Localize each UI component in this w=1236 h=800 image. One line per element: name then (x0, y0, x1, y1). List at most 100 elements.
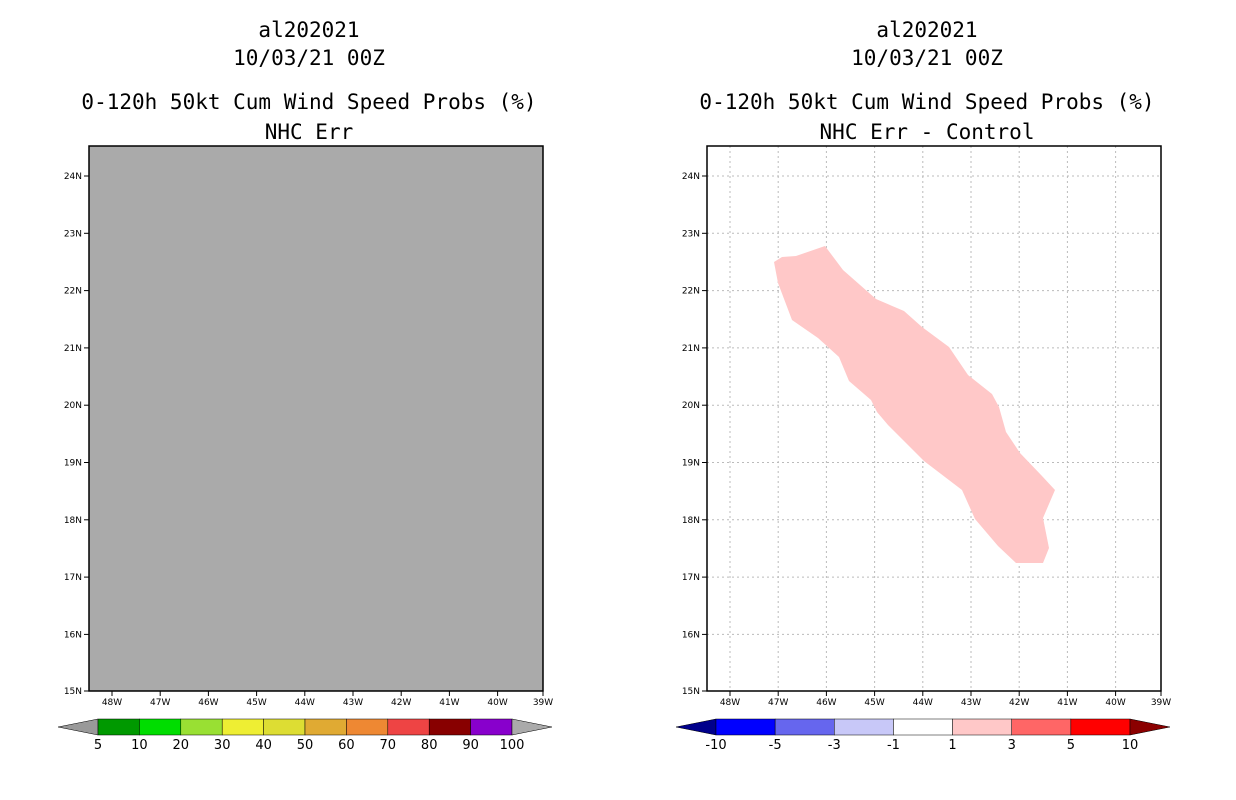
lat-label: 18N (64, 516, 82, 526)
lat-label: 23N (64, 229, 82, 239)
right-product-title: 0-120h 50kt Cum Wind Speed Probs (%) (699, 90, 1155, 114)
right-axes: 24N 23N 22N 21N 20N 19N 18N 17N 16N 15N 48W 47W 46W 4… (682, 172, 1171, 708)
lat-label: 20N (64, 401, 82, 411)
lon-label: 44W (295, 698, 315, 708)
colorbar-label: -3 (828, 738, 841, 753)
left-storm-id: al202021 (258, 18, 360, 42)
colorbar-label: 100 (500, 738, 525, 753)
colorbar-label: 20 (173, 738, 190, 753)
colorbar-segment (263, 718, 306, 736)
lon-label: 41W (439, 698, 459, 708)
lon-label: 39W (533, 698, 553, 708)
right-storm-id: al202021 (876, 18, 978, 42)
colorbar-label: -1 (887, 738, 900, 753)
colorbar-label: 90 (462, 738, 479, 753)
colorbar-segment (774, 718, 835, 736)
colorbar-over-triangle (511, 718, 553, 736)
lat-label: 20N (682, 401, 700, 411)
colorbar-label: 80 (421, 738, 438, 753)
colorbar-segment (346, 718, 389, 736)
lat-label: 24N (64, 172, 82, 182)
right-colorbar: -10 -5 -3 -1 1 3 5 10 (675, 718, 1171, 753)
lat-label: 17N (64, 573, 82, 583)
left-datetime: 10/03/21 00Z (233, 46, 385, 70)
lon-label: 43W (343, 698, 363, 708)
lon-label: 40W (487, 698, 507, 708)
colorbar-segment (304, 718, 347, 736)
lat-label: 19N (64, 459, 82, 469)
colorbar-segment (834, 718, 894, 736)
lat-label: 21N (64, 344, 82, 354)
colorbar-segment (139, 718, 182, 736)
colorbar-under-triangle (57, 718, 99, 736)
colorbar-label: 30 (214, 738, 231, 753)
map-frame (706, 145, 1162, 692)
lon-label: 48W (102, 698, 122, 708)
lat-label: 24N (682, 172, 700, 182)
lat-label: 21N (682, 344, 700, 354)
colorbar-segment (428, 718, 471, 736)
colorbar-label: 70 (380, 738, 397, 753)
left-subtitle: NHC Err (264, 120, 354, 144)
lon-label: 43W (961, 698, 981, 708)
colorbar-under-triangle (675, 718, 717, 736)
lon-label: 47W (150, 698, 170, 708)
lon-label: 41W (1057, 698, 1077, 708)
colorbar-segment (715, 718, 776, 736)
lon-label: 46W (198, 698, 218, 708)
map-frame (88, 145, 544, 692)
colorbar-segment (221, 718, 264, 736)
colorbar-segment (387, 718, 430, 736)
right-panel: al202021 10/03/21 00Z 0-120h 50kt Cum Wi… (618, 0, 1236, 800)
colorbar-segment (470, 718, 513, 736)
colorbar-label: 5 (94, 738, 102, 753)
lat-label: 19N (682, 459, 700, 469)
colorbar-label: 10 (131, 738, 148, 753)
lon-label: 47W (768, 698, 788, 708)
lat-label: 15N (682, 687, 700, 697)
right-gridlines (707, 146, 1161, 691)
colorbar-label: 1 (948, 738, 956, 753)
land-fill (89, 146, 543, 691)
lon-label: 46W (816, 698, 836, 708)
right-subtitle: NHC Err - Control (819, 120, 1035, 144)
lat-label: 16N (64, 630, 82, 640)
lon-label: 40W (1105, 698, 1125, 708)
lon-label: 42W (1009, 698, 1029, 708)
probability-difference-region (774, 246, 1055, 563)
lat-label: 17N (682, 573, 700, 583)
left-product-title: 0-120h 50kt Cum Wind Speed Probs (%) (81, 90, 537, 114)
colorbar-segment (180, 718, 223, 736)
lon-label: 45W (864, 698, 884, 708)
left-colorbar: 5 10 20 30 40 50 60 70 80 90 100 (57, 718, 553, 753)
colorbar-label: 10 (1122, 738, 1139, 753)
lon-label: 44W (913, 698, 933, 708)
lat-label: 22N (682, 287, 700, 297)
colorbar-segment (1011, 718, 1072, 736)
colorbar-segment (893, 718, 953, 736)
colorbar-segment (952, 718, 1012, 736)
colorbar-over-triangle (1129, 718, 1171, 736)
colorbar-label: 3 (1008, 738, 1016, 753)
lon-label: 48W (720, 698, 740, 708)
lat-label: 22N (64, 287, 82, 297)
lon-label: 39W (1151, 698, 1171, 708)
colorbar-label: 5 (1067, 738, 1075, 753)
lat-label: 16N (682, 630, 700, 640)
colorbar-label: 40 (255, 738, 272, 753)
colorbar-label: 60 (338, 738, 355, 753)
left-map: 24N 23N 22N 21N 20N 19N 18N 17N 16N 15N 48W 47W 46W 4… (57, 145, 553, 753)
lon-label: 45W (246, 698, 266, 708)
colorbar-label: -5 (769, 738, 782, 753)
right-map: 24N 23N 22N 21N 20N 19N 18N 17N 16N 15N 48W 47W 46W 4… (675, 145, 1171, 753)
lat-label: 23N (682, 229, 700, 239)
left-axes: 24N 23N 22N 21N 20N 19N 18N 17N 16N 15N 48W 47W 46W 4… (64, 172, 553, 708)
lat-label: 15N (64, 687, 82, 697)
left-panel: al202021 10/03/21 00Z 0-120h 50kt Cum Wi… (57, 18, 553, 753)
colorbar-label: -10 (705, 738, 726, 753)
colorbar-segment (97, 718, 140, 736)
right-datetime: 10/03/21 00Z (851, 46, 1003, 70)
colorbar-label: 50 (297, 738, 314, 753)
lat-label: 18N (682, 516, 700, 526)
colorbar-segment (1070, 718, 1131, 736)
